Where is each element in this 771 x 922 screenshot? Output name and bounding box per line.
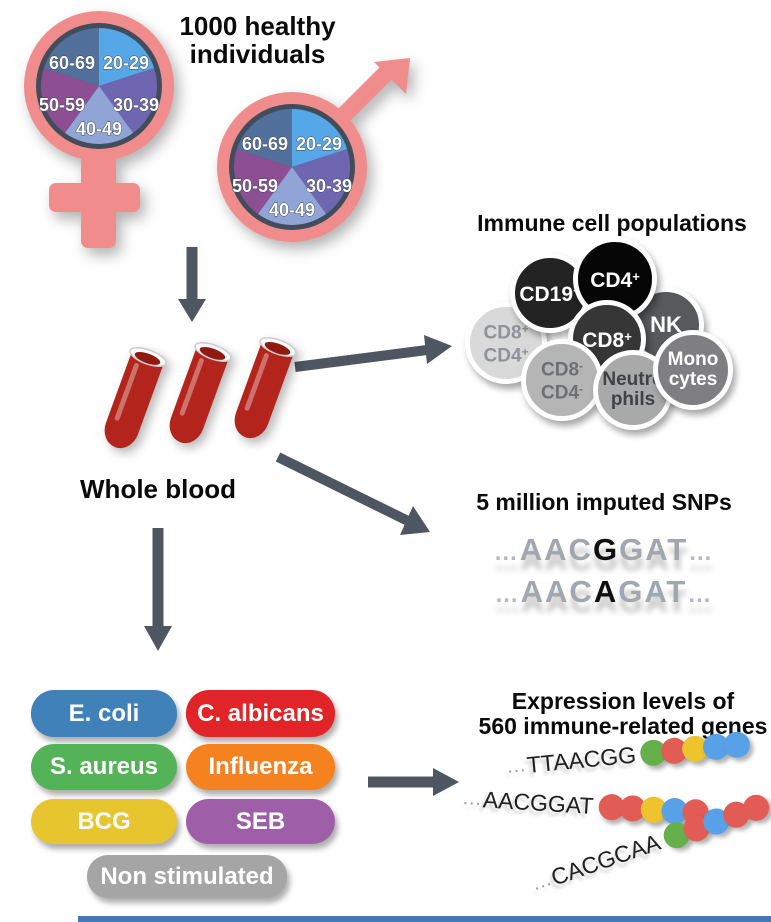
pie-slice-20-29 [99, 28, 155, 86]
gene-sequence: TTAACGG [525, 741, 638, 778]
stimulus-bcg: BCG [31, 799, 177, 844]
gene-sequence: CACGCAA [547, 828, 664, 890]
male-symbol: 20-29 30-39 40-49 50-59 60-69 [217, 58, 410, 242]
arrow-stimulations-to-expression [368, 768, 459, 796]
pie-label-20-29: 20-29 [103, 53, 149, 73]
male-arrow-stem [337, 66, 393, 122]
blood-tube [104, 347, 167, 449]
female-pie-border [36, 23, 162, 149]
snp-sequence-1: …AACGGAT… [493, 532, 715, 567]
arrow-individuals-to-blood [178, 247, 206, 322]
pie-slice-30-39 [99, 68, 157, 133]
blood-tube [169, 342, 232, 444]
pie-label-30-39: 30-39 [306, 176, 352, 196]
page-title: 1000 healthy individuals [155, 12, 360, 68]
cell-cd8-cd4-double-positive: CD8+ CD4+ [465, 302, 547, 384]
expression-dot-blue [723, 730, 752, 759]
female-ring [24, 11, 174, 161]
pie-label-20-29: 20-29 [296, 134, 342, 154]
pie-slice-40-49 [64, 86, 134, 144]
bottom-blue-bar [78, 916, 771, 922]
female-cross-horizontal [49, 183, 140, 212]
snps-section-title: 5 million imputed SNPs [476, 489, 732, 515]
page-title-line2: individuals [189, 39, 326, 69]
whole-blood-label: Whole blood [80, 474, 236, 504]
arrow-blood-to-stimulations [144, 528, 172, 651]
cell-monocytes: Mono cytes [653, 330, 733, 410]
expression-read-2: … AACGGAT [461, 784, 710, 827]
pie-label-50-59: 50-59 [232, 176, 278, 196]
pie-slice-20-29 [292, 109, 348, 167]
male-pie-border [229, 104, 355, 230]
snp-variant-allele: G [592, 532, 620, 567]
arrow-blood-to-immune-cells [294, 335, 452, 372]
stimulus-seb: SEB [186, 799, 335, 844]
expression-section-title: Expression levels of 560 immune-related … [478, 688, 768, 739]
pie-slice-60-69 [236, 109, 292, 167]
pie-label-40-49: 40-49 [269, 200, 315, 220]
pie-label-60-69: 60-69 [242, 134, 288, 154]
pie-label-50-59: 50-59 [39, 95, 85, 115]
female-age-pie: 20-29 30-39 40-49 50-59 60-69 [39, 28, 159, 144]
immune-section-title: Immune cell populations [477, 210, 747, 236]
female-cross-vertical [81, 155, 116, 248]
page-title-line1: 1000 healthy [179, 11, 336, 41]
male-age-pie: 20-29 30-39 40-49 50-59 60-69 [232, 109, 352, 225]
stimulus-s-aureus: S. aureus [31, 744, 177, 790]
pie-label-30-39: 30-39 [113, 95, 159, 115]
snp-ellipsis: … [688, 539, 715, 566]
pie-label-40-49: 40-49 [76, 119, 122, 139]
gene-sequence: AACGGAT [482, 785, 595, 819]
pie-slice-50-59 [41, 68, 99, 133]
pie-slice-50-59 [234, 149, 292, 214]
cell-neutrophils: Neutro phils [593, 350, 673, 430]
male-arrow-head [374, 58, 410, 94]
stimulus-c-albicans: C. albicans [186, 690, 335, 737]
pie-slice-30-39 [292, 149, 350, 214]
stimulus-influenza: Influenza [186, 744, 335, 790]
stimulus-e-coli: E. coli [31, 690, 177, 737]
blood-tube [234, 337, 297, 439]
pie-slice-40-49 [257, 167, 327, 225]
cell-cd8-cd4-double-negative: CD8- CD4- [521, 339, 603, 421]
pie-label-60-69: 60-69 [49, 53, 95, 73]
arrow-blood-to-snps [275, 452, 430, 535]
snp-ellipsis: … [493, 539, 520, 566]
snp-sequence-2: …AACAGAT… [494, 574, 714, 609]
snp-variant-allele: A [593, 574, 619, 609]
snp-ellipsis: … [687, 581, 714, 608]
snp-ellipsis: … [494, 581, 521, 608]
pie-slice-60-69 [43, 28, 99, 86]
male-ring [217, 92, 367, 242]
stimulus-non-stimulated: Non stimulated [87, 855, 287, 898]
